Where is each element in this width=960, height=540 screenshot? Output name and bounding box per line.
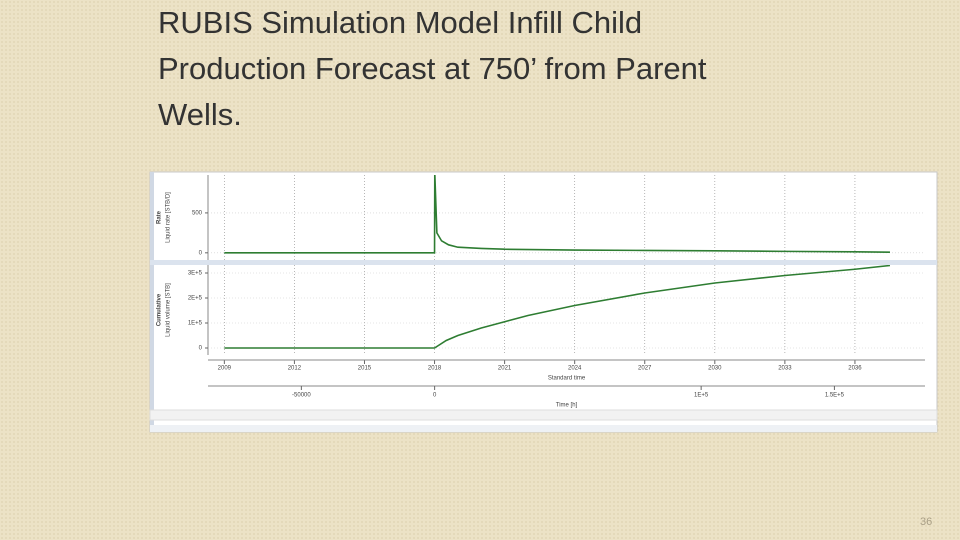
- scrollbar: [149, 409, 938, 421]
- x-tick-label: 2021: [498, 366, 512, 372]
- y-tick-label: 2E+5: [188, 296, 203, 302]
- x-tick-label: 2030: [708, 366, 722, 372]
- plot: [224, 175, 890, 254]
- splitter: [150, 260, 937, 265]
- y-tick-label: 1E+5: [188, 321, 203, 327]
- plot: [224, 265, 891, 349]
- x-tick-label: 2027: [638, 366, 652, 372]
- x-tick-label: 2024: [568, 366, 582, 372]
- y-tick-label: 0: [199, 250, 203, 256]
- x2-tick-label: 1.5E+5: [825, 393, 845, 399]
- panel-label: Rate: [157, 210, 163, 224]
- y-tick-label: 500: [192, 210, 203, 216]
- slide-title: RUBIS Simulation Model Infill Child Prod…: [158, 0, 707, 138]
- x-tick-label: 2012: [288, 366, 302, 372]
- x-tick-label: 2033: [778, 366, 792, 372]
- x2-tick-label: -50000: [292, 393, 311, 399]
- series-line: [224, 175, 890, 254]
- y-axis-label: Liquid volume [STB]: [166, 283, 172, 337]
- status-bar: [150, 425, 937, 432]
- x-tick-label: 2018: [428, 366, 442, 372]
- title-line: Production Forecast at 750’ from Parent: [158, 51, 707, 86]
- x2-tick-label: 1E+5: [694, 393, 709, 399]
- panel-label: Cumulative: [157, 293, 163, 326]
- title-line: Wells.: [158, 97, 242, 132]
- series-line: [224, 265, 891, 349]
- page-number: 36: [920, 516, 933, 528]
- y-tick-label: 0: [199, 346, 203, 352]
- window: [149, 171, 938, 433]
- x-tick-label: 2036: [848, 366, 862, 372]
- x2-axis-label: Time [h]: [556, 403, 578, 409]
- window-edge: [150, 172, 154, 432]
- y-tick-label: 3E+5: [188, 271, 203, 277]
- y-axis-label: Liquid rate [STB/D]: [166, 192, 172, 243]
- title-line: RUBIS Simulation Model Infill Child: [158, 5, 643, 40]
- x-tick-label: 2015: [358, 366, 372, 372]
- x2-tick-label: 0: [433, 393, 437, 399]
- x-axis-label: Standard time: [548, 376, 586, 382]
- x-tick-label: 2009: [218, 366, 232, 372]
